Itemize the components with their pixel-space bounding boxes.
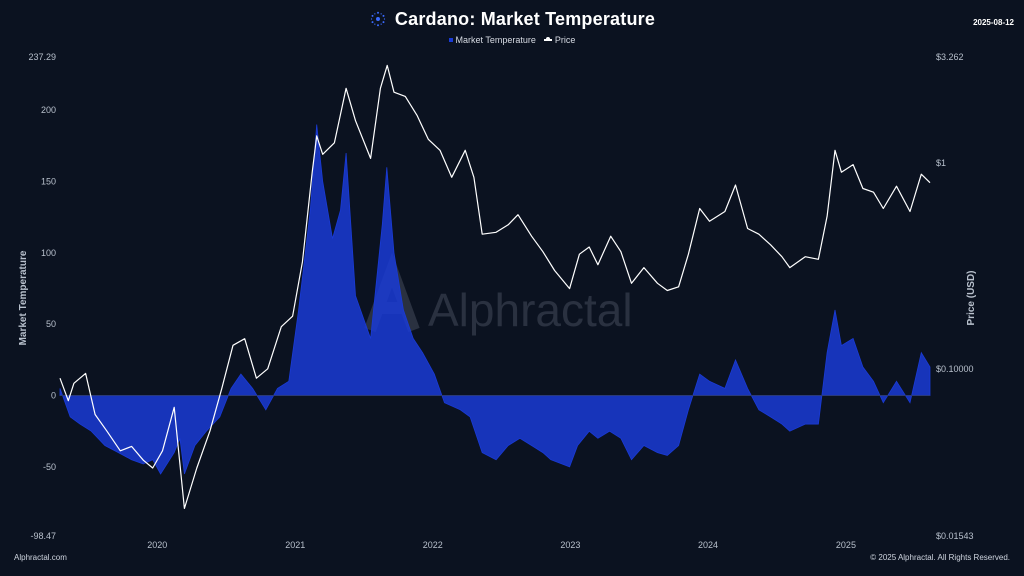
x-tick-label: 2021 [285, 540, 305, 550]
price-line [59, 64, 931, 509]
left-tick-label: 0 [51, 391, 56, 401]
right-tick-label: $1 [936, 158, 946, 168]
market-temperature-area [59, 124, 931, 475]
legend-swatch-price [543, 37, 552, 41]
legend-item-price[interactable]: Price [543, 35, 576, 45]
x-axis-ticks: 2020 2021 2022 2023 2024 2025 [147, 540, 856, 550]
left-tick-label: 200 [41, 105, 56, 115]
right-tick-label: $0.10000 [936, 364, 974, 374]
left-tick-label: 100 [41, 248, 56, 258]
left-tick-label: 237.29 [28, 52, 56, 62]
left-tick-label: 150 [41, 177, 56, 187]
chart-title: Cardano: Market Temperature [394, 8, 656, 29]
cardano-logo-icon [370, 11, 386, 27]
temperature-layer [59, 124, 931, 475]
footer-copyright: © 2025 Alphractal. All Rights Reserved. [870, 553, 1010, 562]
footer-site[interactable]: Alphractal.com [14, 553, 67, 562]
legend-item-market-temperature[interactable]: Market Temperature [448, 35, 536, 45]
x-tick-label: 2022 [423, 540, 443, 550]
left-axis-ticks: 237.29 200 150 100 50 0 -50 -98.47 [28, 52, 56, 541]
legend-label-temperature: Market Temperature [455, 35, 536, 45]
report-date: 2025-08-12 [973, 18, 1014, 27]
x-tick-label: 2020 [147, 540, 167, 550]
chart-header: Cardano: Market Temperature [0, 6, 1024, 32]
legend-label-price: Price [554, 35, 576, 45]
right-tick-label: $0.01543 [936, 531, 974, 541]
y-left-axis-title: Market Temperature [18, 250, 29, 345]
left-tick-label: -98.47 [30, 531, 56, 541]
legend: Market Temperature Price [0, 35, 1024, 45]
x-tick-label: 2023 [560, 540, 580, 550]
y-right-axis-title: Price (USD) [966, 270, 977, 325]
x-tick-label: 2024 [698, 540, 718, 550]
right-axis-ticks: $3.262 $1 $0.10000 $0.01543 [936, 52, 974, 541]
left-tick-label: -50 [43, 462, 56, 472]
legend-swatch-temperature [448, 38, 453, 42]
x-tick-label: 2025 [836, 540, 856, 550]
price-layer [59, 64, 931, 509]
watermark-text: Alphractal [428, 284, 633, 336]
right-tick-label: $3.262 [936, 52, 964, 62]
left-tick-label: 50 [46, 319, 56, 329]
